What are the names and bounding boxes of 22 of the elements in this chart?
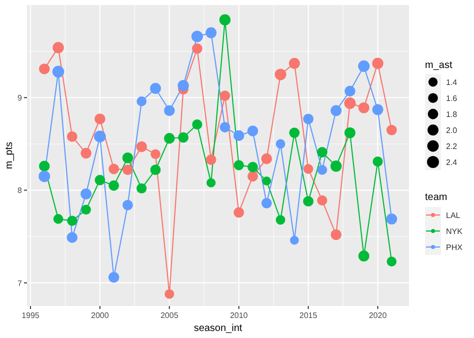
y-tick-label: 8 — [18, 186, 23, 196]
y-tick-label: 7 — [18, 278, 23, 288]
x-tick-label: 2015 — [299, 311, 318, 320]
x-tick-label: 2020 — [368, 311, 388, 320]
x-tick-label: 1995 — [22, 311, 40, 320]
x-tick-label: 2005 — [160, 311, 179, 320]
legend-title: team — [425, 192, 448, 203]
legend-label: PHX — [446, 243, 464, 252]
legend-label: 1.4 — [446, 78, 458, 87]
legend-label: 1.8 — [446, 110, 458, 119]
y-axis-title: m_pts — [4, 142, 15, 170]
legend-label: NYK — [446, 227, 464, 236]
legend-label: 2.0 — [446, 126, 458, 135]
legend-label: 2.4 — [446, 158, 458, 167]
y-tick-label: 9 — [18, 94, 23, 103]
x-tick-label: 2010 — [230, 311, 248, 320]
text: m_ast — [425, 60, 452, 71]
x-axis-title: season_int — [194, 323, 242, 334]
legend-label: 1.6 — [446, 94, 458, 103]
legend-label: 2.2 — [446, 142, 458, 151]
x-tick-label: 2000 — [91, 311, 110, 320]
legend-label: LAL — [446, 211, 461, 220]
